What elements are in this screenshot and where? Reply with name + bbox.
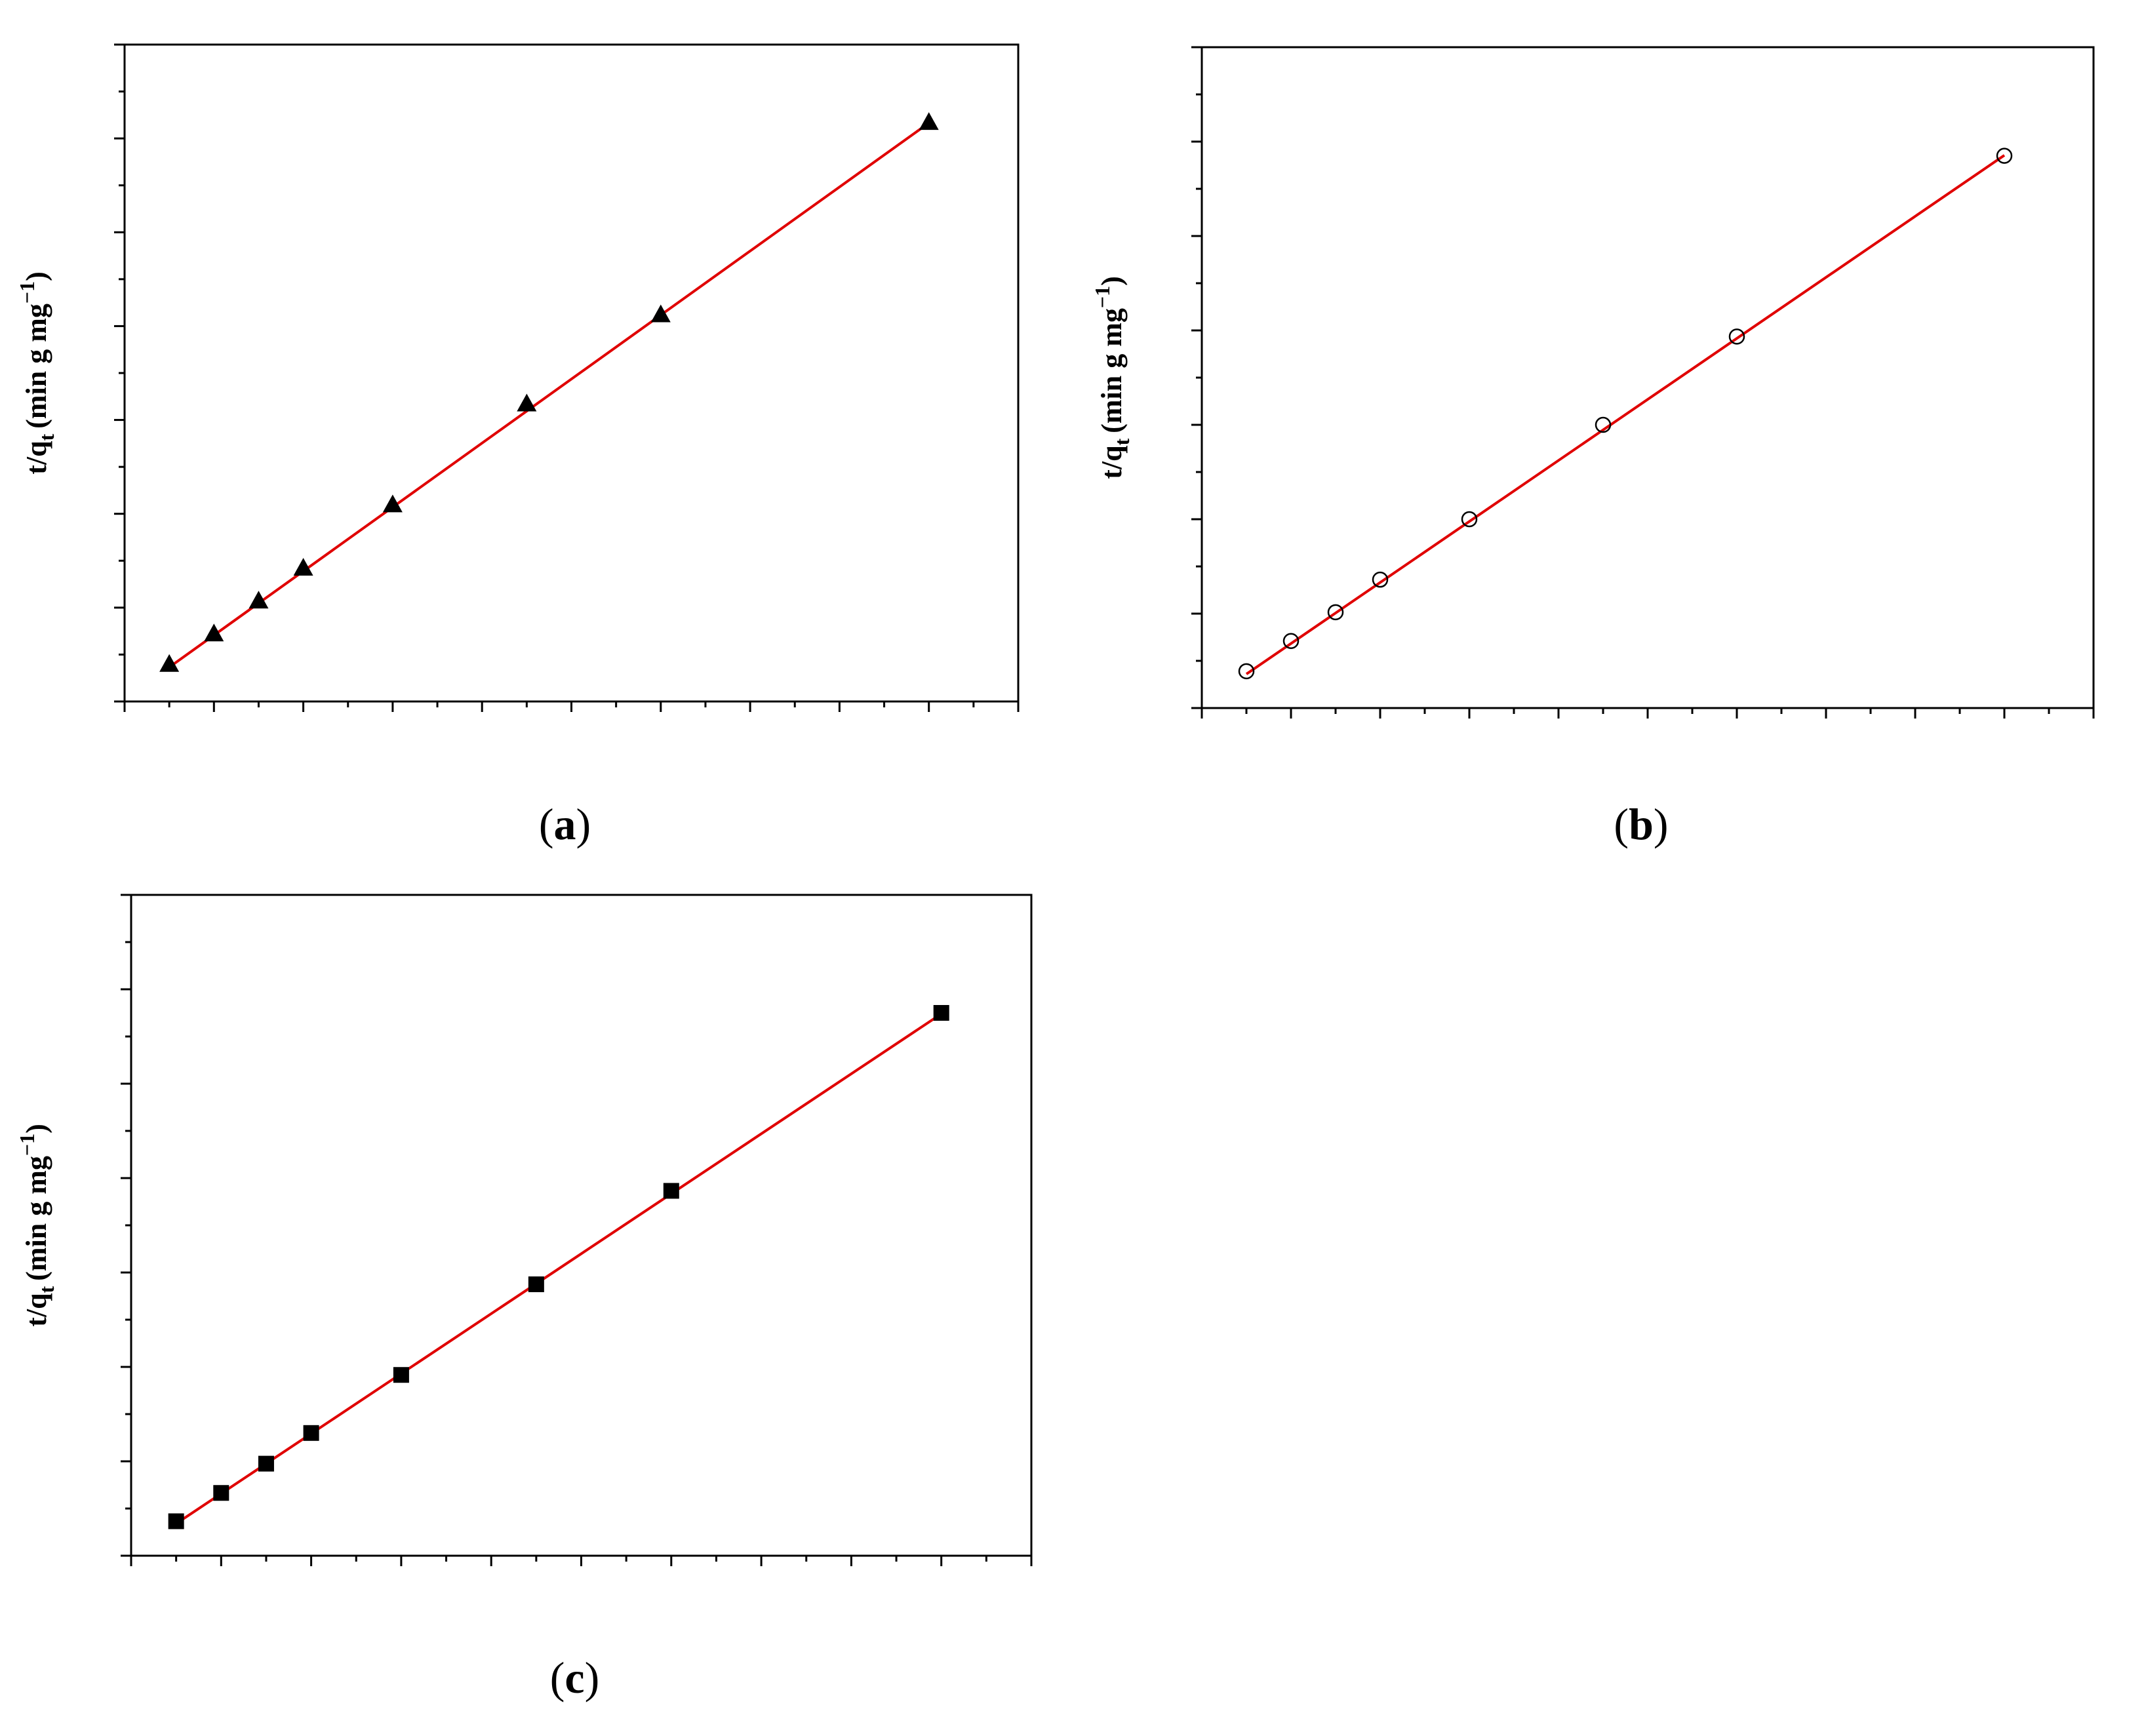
y-axis-title-unit: (min g mg bbox=[1096, 308, 1128, 433]
data-point-square bbox=[303, 1425, 319, 1441]
y-axis-title-main: t/q bbox=[20, 441, 52, 475]
fit-line bbox=[168, 121, 930, 669]
data-point-triangle bbox=[382, 494, 403, 513]
panel-label-close: ) bbox=[576, 799, 591, 849]
plot-frame bbox=[1201, 46, 2095, 709]
y-axis-title-close: ) bbox=[20, 271, 52, 281]
data-point-triangle bbox=[517, 393, 537, 412]
data-point-square bbox=[933, 1005, 949, 1021]
y-axis-title-main: t/q bbox=[1096, 445, 1128, 479]
panel-label: (c) bbox=[550, 1653, 600, 1703]
y-axis-title-superscript: −1 bbox=[15, 1134, 39, 1156]
data-point-triangle bbox=[919, 112, 939, 130]
data-point-circle bbox=[1461, 511, 1478, 528]
y-axis-title: t/qt (min g mg−1) bbox=[1090, 276, 1134, 479]
chart-panel-c: t/qt(min g mg−1)(c) bbox=[15, 894, 1033, 1703]
y-axis-title-close: ) bbox=[20, 1124, 52, 1134]
data-point-triangle bbox=[159, 654, 180, 672]
data-point-circle bbox=[1595, 416, 1612, 433]
panel-label-letter: b bbox=[1629, 799, 1654, 849]
data-point-triangle bbox=[650, 304, 671, 323]
y-axis-title: t/qt (min g mg−1) bbox=[15, 271, 58, 475]
data-point-triangle bbox=[204, 623, 224, 642]
y-axis-title-superscript: −1 bbox=[1090, 286, 1114, 308]
chart-panel-b: t/qt(min g mg−1)(b) bbox=[1090, 46, 2095, 849]
panel-label-open: ( bbox=[539, 799, 554, 849]
panel-label-letter: c bbox=[565, 1653, 584, 1703]
data-point-square bbox=[258, 1455, 274, 1472]
data-point-square bbox=[528, 1276, 544, 1292]
data-point-square bbox=[663, 1183, 679, 1199]
y-axis-title-unit: (min g mg bbox=[20, 1156, 52, 1281]
y-axis-title-unit: (min g mg bbox=[20, 304, 52, 429]
panel-label-letter: a bbox=[554, 799, 576, 849]
data-point-circle bbox=[1238, 663, 1255, 680]
panel-label-close: ) bbox=[1654, 799, 1669, 849]
fit-line bbox=[1245, 154, 2006, 675]
panel-label-close: ) bbox=[585, 1653, 600, 1703]
panel-label: (a) bbox=[539, 799, 591, 849]
data-point-square bbox=[168, 1513, 184, 1529]
y-axis-title-subscript: t bbox=[35, 1286, 58, 1293]
data-point-circle bbox=[1728, 328, 1745, 345]
fit-line bbox=[175, 1012, 942, 1525]
data-point-circle bbox=[1282, 633, 1300, 650]
data-point-square bbox=[213, 1485, 229, 1501]
data-point-circle bbox=[1327, 604, 1344, 621]
y-axis-title-close: ) bbox=[1096, 276, 1128, 286]
data-point-triangle bbox=[248, 591, 269, 609]
y-axis-title-main: t/q bbox=[20, 1293, 52, 1327]
y-axis-title-subscript: t bbox=[35, 433, 58, 441]
y-axis-title: t/qt (min g mg−1) bbox=[15, 1124, 58, 1327]
data-point-square bbox=[393, 1367, 409, 1383]
data-point-circle bbox=[1372, 571, 1389, 588]
panel-label: (b) bbox=[1614, 799, 1668, 849]
data-point-circle bbox=[1996, 148, 2013, 164]
y-axis-title-superscript: −1 bbox=[15, 281, 39, 304]
panel-label-open: ( bbox=[1614, 799, 1629, 849]
chart-panel-a: t/qt(min g mg−1)(a) bbox=[15, 43, 1020, 849]
data-point-triangle bbox=[293, 558, 313, 576]
panel-label-open: ( bbox=[550, 1653, 565, 1703]
y-axis-title-subscript: t bbox=[1110, 438, 1134, 445]
